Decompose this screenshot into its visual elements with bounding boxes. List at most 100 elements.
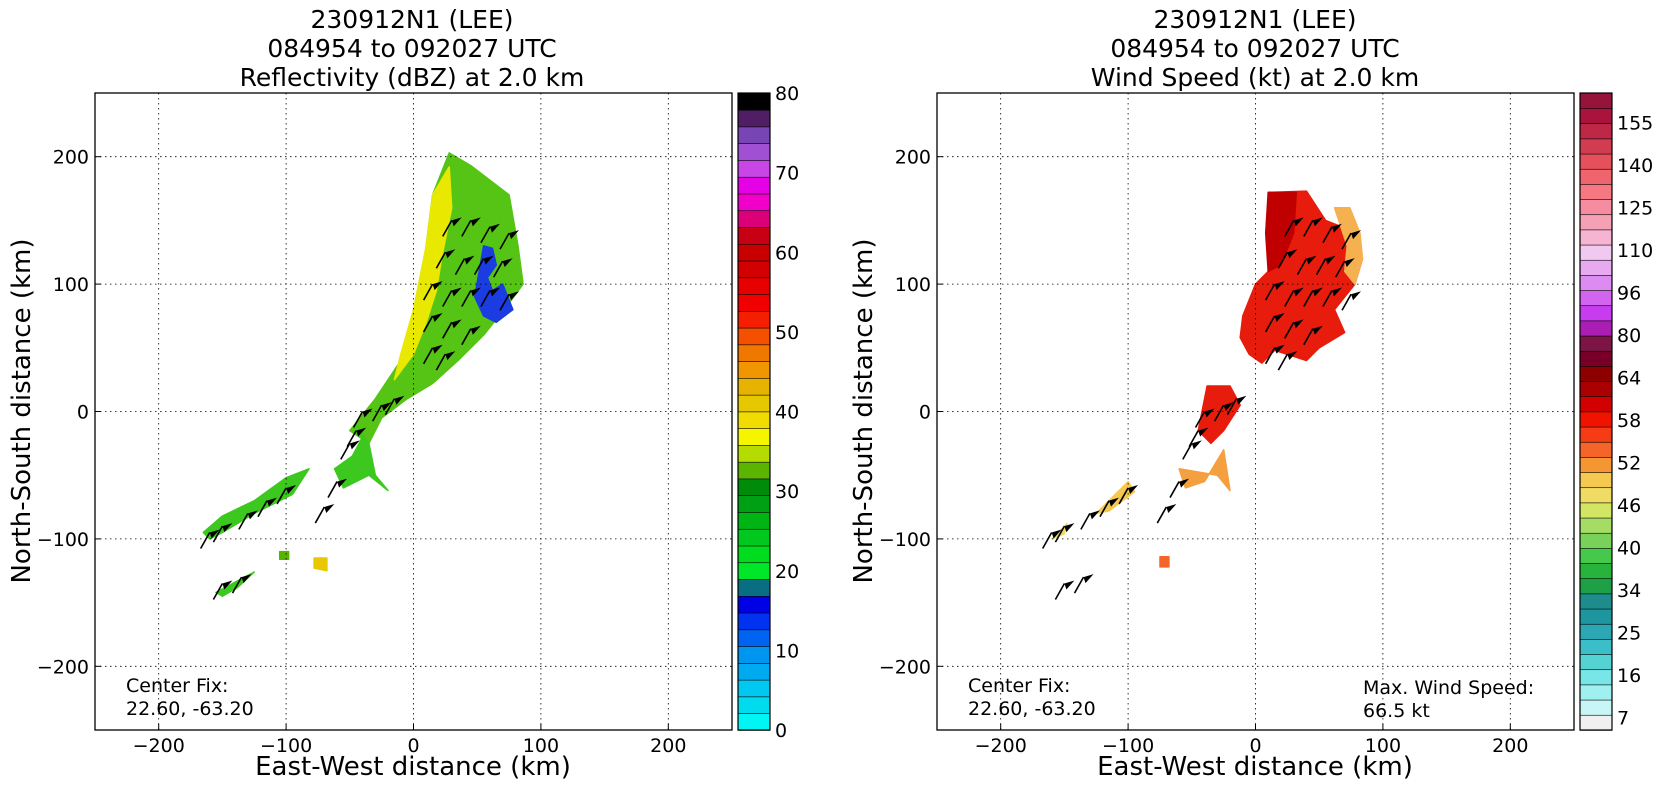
y-tick-label: −100 bbox=[879, 529, 931, 551]
colorbar-segment bbox=[737, 629, 771, 647]
axis-ticks: −200 −100 0 100 200 −200 −100 0 100 200 bbox=[37, 147, 687, 757]
wind-barb bbox=[340, 440, 360, 460]
barb-shaft bbox=[1041, 532, 1053, 549]
colorbar-tick-label: 58 bbox=[1617, 410, 1641, 432]
barb-flag bbox=[470, 287, 481, 297]
colorbar-tick-label: 30 bbox=[775, 481, 799, 503]
colorbar-segment bbox=[1579, 547, 1613, 564]
x-tick-label: 200 bbox=[1492, 735, 1528, 757]
colorbar-tick-label: 125 bbox=[1617, 198, 1653, 220]
barb-flag bbox=[337, 478, 348, 488]
wind-barb bbox=[1296, 255, 1317, 276]
colorbar-segment bbox=[1579, 198, 1613, 216]
barb-flag bbox=[381, 402, 392, 412]
barb-shaft bbox=[352, 411, 364, 428]
barb-flag bbox=[1312, 217, 1323, 227]
colorbar-segment bbox=[737, 193, 771, 212]
barb-shaft bbox=[480, 290, 491, 307]
colorbar-segment bbox=[1579, 608, 1613, 625]
wind-colorbar bbox=[1579, 92, 1613, 731]
x-tick-label: −200 bbox=[133, 735, 185, 757]
wind-barb bbox=[1315, 255, 1336, 276]
barb-shaft bbox=[257, 500, 268, 518]
barb-shaft bbox=[1284, 220, 1295, 237]
center-fix-value: 22.60, -63.20 bbox=[968, 698, 1096, 720]
wind-barb bbox=[1226, 395, 1247, 416]
colorbar-segment bbox=[737, 562, 771, 580]
colorbar-tick-label: 110 bbox=[1617, 240, 1653, 262]
x-tick-label: −100 bbox=[260, 735, 312, 757]
colorbar-segment bbox=[1579, 107, 1613, 125]
colorbar-tick-label: 52 bbox=[1617, 452, 1641, 474]
barb-flag bbox=[502, 258, 513, 268]
barb-flag bbox=[222, 523, 233, 533]
y-tick-label: 0 bbox=[919, 402, 931, 424]
barb-shaft bbox=[1073, 576, 1085, 594]
barb-shaft bbox=[1303, 220, 1314, 237]
colorbar-segment bbox=[1579, 244, 1613, 261]
x-tick-label: 0 bbox=[1249, 735, 1261, 757]
center-fix-label: Center Fix: bbox=[126, 675, 228, 697]
colorbar-segment bbox=[737, 444, 771, 463]
colorbar-segment bbox=[737, 595, 771, 614]
wind-barb bbox=[1284, 319, 1304, 339]
colorbar-segment bbox=[737, 142, 771, 161]
wind-barbs bbox=[199, 217, 520, 600]
barb-shaft bbox=[461, 290, 472, 307]
colorbar-segment bbox=[1579, 411, 1613, 428]
wind-barb bbox=[1213, 402, 1234, 422]
barb-shaft bbox=[492, 260, 504, 278]
wind-barb bbox=[1334, 258, 1355, 278]
x-tick-label: −100 bbox=[1102, 735, 1154, 757]
barb-shaft bbox=[1264, 315, 1276, 333]
colorbar-tick-label: 70 bbox=[775, 163, 799, 185]
colorbar-segment bbox=[1579, 259, 1613, 276]
colorbar-ticks: 0 10 20 30 40 50 60 70 80 bbox=[775, 83, 799, 742]
colorbar-segment bbox=[737, 377, 771, 396]
barb-shaft bbox=[327, 481, 338, 498]
barb-shaft bbox=[212, 583, 224, 600]
echo-region bbox=[333, 423, 389, 492]
barb-shaft bbox=[1169, 481, 1180, 498]
wind-barb bbox=[422, 312, 443, 333]
barb-shaft bbox=[1226, 398, 1238, 416]
wind-barb bbox=[1277, 249, 1298, 269]
x-tick-label: 200 bbox=[650, 735, 686, 757]
barb-flag bbox=[1331, 287, 1342, 297]
barb-flag bbox=[1312, 325, 1323, 335]
barb-shaft bbox=[199, 532, 211, 549]
colorbar-segment bbox=[1579, 305, 1613, 322]
barb-flag bbox=[470, 325, 481, 335]
colorbar-segment bbox=[1579, 335, 1613, 352]
colorbar-tick-label: 155 bbox=[1617, 113, 1653, 135]
barb-flag bbox=[445, 351, 456, 361]
barb-shaft bbox=[212, 525, 224, 543]
barb-shaft bbox=[1315, 258, 1327, 276]
colorbar-tick-label: 60 bbox=[775, 242, 799, 264]
wind-barb bbox=[1182, 440, 1202, 460]
colorbar-segment bbox=[737, 478, 771, 497]
barb-shaft bbox=[422, 347, 434, 365]
wind-barb bbox=[1303, 217, 1323, 237]
barb-flag bbox=[470, 217, 481, 227]
x-axis-label: East-West distance (km) bbox=[255, 752, 571, 782]
barb-shaft bbox=[1054, 525, 1066, 543]
colorbar-segment bbox=[737, 662, 771, 681]
wind-barb bbox=[1264, 281, 1285, 301]
wind-barb bbox=[1054, 580, 1075, 600]
colorbar-segment bbox=[737, 461, 771, 480]
barb-shaft bbox=[461, 220, 472, 237]
barb-flag bbox=[1274, 281, 1285, 291]
barb-shaft bbox=[1099, 500, 1110, 518]
echo-region bbox=[1333, 206, 1364, 285]
colorbar-segment bbox=[1579, 502, 1613, 519]
center-fix-value: 22.60, -63.20 bbox=[126, 698, 254, 720]
colorbar-segment bbox=[737, 495, 771, 513]
barb-flag bbox=[1064, 523, 1075, 533]
wind-speed-panel: 230912N1 (LEE) 084954 to 092027 UTC Wind… bbox=[849, 5, 1653, 782]
barb-flag bbox=[1331, 223, 1342, 233]
barb-flag bbox=[1179, 478, 1190, 488]
colorbar-segment bbox=[1579, 623, 1613, 640]
wind-barb bbox=[422, 344, 443, 365]
